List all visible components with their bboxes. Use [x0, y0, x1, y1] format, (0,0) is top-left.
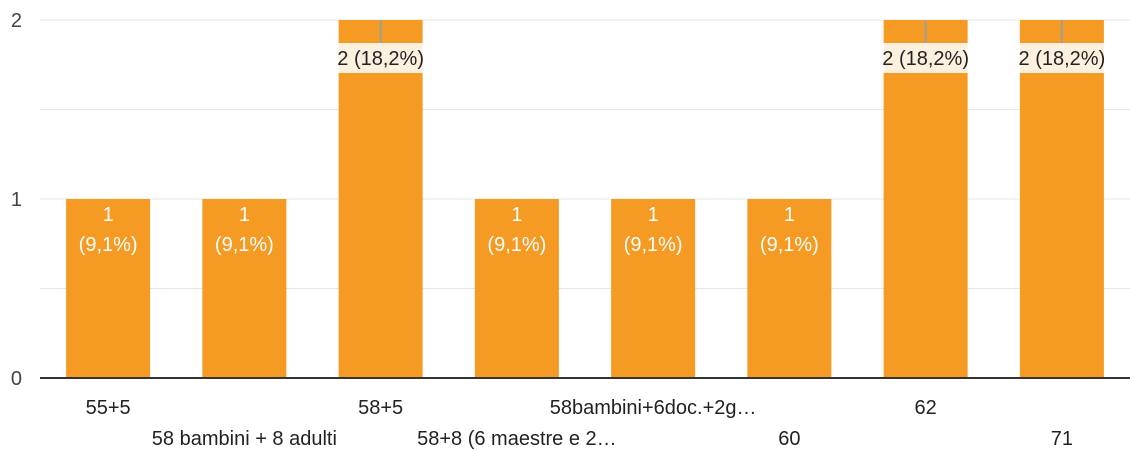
data-label: (9,1%): [487, 234, 546, 256]
data-label: (9,1%): [215, 234, 274, 256]
data-label-background: [1009, 43, 1114, 73]
y-tick-label: 0: [11, 368, 22, 390]
y-axis-ticks: 0 1 2: [11, 10, 22, 390]
x-tick-label: 62: [915, 397, 937, 419]
data-label: 1: [784, 204, 795, 226]
data-label: 1: [511, 204, 522, 226]
y-tick-label: 1: [11, 189, 22, 211]
x-tick-label: 55+5: [86, 397, 131, 419]
bar: [202, 199, 287, 378]
x-tick-label: 58+8 (6 maestre e 2…: [417, 428, 617, 450]
x-tick-label: 58bambini+6doc.+2g…: [550, 397, 757, 419]
x-axis-labels: 55+5 58 bambini + 8 adulti 58+5 58+8 (6 mae…: [86, 397, 1073, 450]
data-label: (9,1%): [79, 234, 138, 256]
bar: [338, 20, 423, 378]
data-labels: 1 (9,1%) 1 (9,1%) 2 (18,2%) 1 (9,1%) 1 (9,1%) 1 (9…: [79, 20, 1114, 256]
bar: [1019, 20, 1104, 378]
bar: [883, 20, 968, 378]
bar: [66, 199, 151, 378]
data-label: 1: [648, 204, 659, 226]
bar: [474, 199, 559, 378]
data-label: 1: [103, 204, 114, 226]
x-tick-label: 58+5: [358, 397, 403, 419]
x-tick-label: 71: [1051, 428, 1073, 450]
bar: [611, 199, 696, 378]
data-label: 2 (18,2%): [337, 48, 424, 70]
data-label: 2 (18,2%): [1019, 48, 1106, 70]
bar: [747, 199, 832, 378]
data-label: 1: [239, 204, 250, 226]
data-label: (9,1%): [760, 234, 819, 256]
x-tick-label: 60: [778, 428, 800, 450]
data-label-background: [328, 43, 433, 73]
bars: [66, 20, 1104, 378]
x-tick-label: 58 bambini + 8 adulti: [152, 428, 337, 450]
data-label: (9,1%): [624, 234, 683, 256]
y-tick-label: 2: [11, 10, 22, 32]
data-label-background: [873, 43, 978, 73]
data-label: 2 (18,2%): [882, 48, 969, 70]
